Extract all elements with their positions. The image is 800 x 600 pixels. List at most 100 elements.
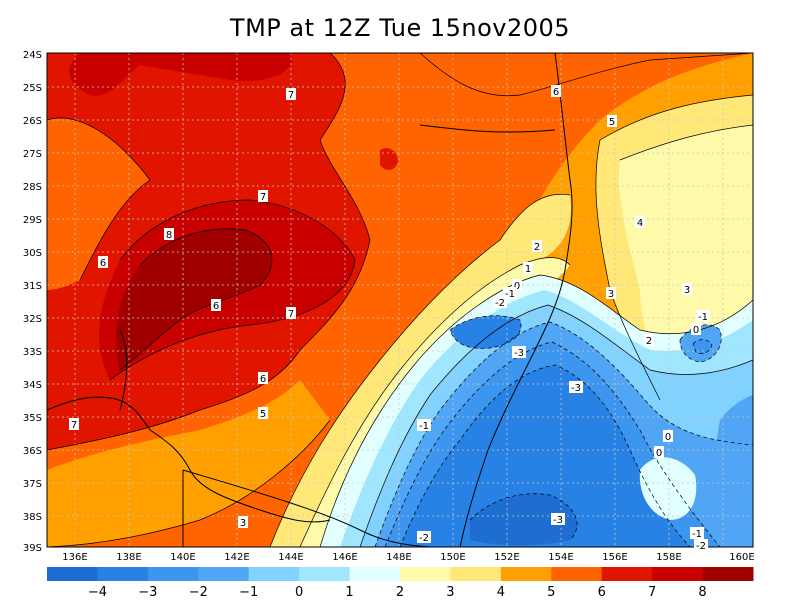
colorbar-swatch <box>400 567 451 581</box>
field-coldest <box>470 493 578 546</box>
lon-label: 156E <box>602 552 627 563</box>
lon-label: 136E <box>62 552 87 563</box>
contour-label: 6 <box>551 85 561 98</box>
contour-label-background <box>512 279 522 291</box>
lon-label: 144E <box>278 552 303 563</box>
colorbar-swatch <box>198 567 250 581</box>
colorbar-label: 3 <box>446 585 454 600</box>
contour-label: -3 <box>569 381 583 394</box>
contour-label: -1 <box>690 527 704 540</box>
contour-label-background <box>644 334 654 346</box>
contour-label: 8 <box>164 228 174 241</box>
coastline-east-australia <box>459 53 573 547</box>
contour-label-background <box>654 446 664 458</box>
contour-label-text: -3 <box>514 348 524 359</box>
contour-label: -3 <box>551 513 565 526</box>
contour-lines-negative <box>374 315 753 547</box>
lon-label: 154E <box>548 552 573 563</box>
contour-label: 0 <box>654 446 664 459</box>
contour-label-background <box>696 310 710 322</box>
lon-label: 150E <box>440 552 465 563</box>
temperature-field <box>47 53 753 547</box>
contour-label-text: -2 <box>419 533 429 544</box>
contour-label-text: 6 <box>553 87 559 98</box>
field-neutral-patch-southeast <box>639 457 697 520</box>
contour-label-text: 0 <box>693 325 699 336</box>
state-border-qld-nsw <box>419 124 556 133</box>
contour-label-text: 3 <box>240 518 246 529</box>
longitude-axis: 136E 138E 140E 142E 144E 146E 148E 150E … <box>62 552 754 563</box>
contour-label-text: -1 <box>419 421 429 432</box>
contour-label: 6 <box>211 299 221 312</box>
colorbar-label: 2 <box>396 585 404 600</box>
colorbar-label: 7 <box>648 585 656 600</box>
colorbar-swatch <box>551 567 603 581</box>
colorbar-label: 1 <box>345 585 353 600</box>
lat-label: 30S <box>23 248 42 259</box>
contour-label-background <box>258 372 268 384</box>
field-colder <box>400 365 690 547</box>
contour-label-background <box>690 527 704 539</box>
coastline <box>47 53 573 547</box>
contour-label-background <box>238 516 248 528</box>
contour-label-text: -1 <box>698 312 708 323</box>
field-cold-core-east <box>693 339 712 354</box>
contour-label-background <box>523 262 533 274</box>
latitude-axis: 24S 25S 26S 27S 28S 29S 30S 31S 32S 33S … <box>23 50 42 554</box>
lat-label: 29S <box>23 215 42 226</box>
contour-label-background <box>211 299 221 311</box>
colorbar-swatch <box>450 567 502 581</box>
contour-label: 6 <box>98 256 108 269</box>
contour-label: 7 <box>258 190 268 203</box>
contour-label-text: -1 <box>505 289 515 300</box>
lat-label: 27S <box>23 149 42 160</box>
contour-label-text: -2 <box>495 298 505 309</box>
colorbar-swatch <box>500 567 552 581</box>
contour-label: -1 <box>417 419 431 432</box>
contour-label-text: 6 <box>213 301 219 312</box>
coastline-spencer-gulf <box>119 329 128 411</box>
contour-label-background <box>164 228 174 240</box>
colorbar-swatch <box>349 567 401 581</box>
field-deepest-red <box>116 228 272 370</box>
contour-label-text: 5 <box>609 117 615 128</box>
contour-label-background <box>98 256 108 268</box>
contour-label-background <box>551 513 565 525</box>
colorbar-swatch <box>702 567 754 581</box>
contour-label-background <box>682 283 692 295</box>
colorbar-label: 4 <box>497 585 505 600</box>
contour-label-background <box>286 88 296 100</box>
contour-label-text: 0 <box>665 432 671 443</box>
colorbar-swatch <box>601 567 653 581</box>
lat-label: 32S <box>23 314 42 325</box>
contour-label-background <box>493 296 507 308</box>
colorbar-label: 6 <box>598 585 606 600</box>
contour-label-background <box>417 419 431 431</box>
colorbar-swatch <box>97 567 149 581</box>
field-dark-orange-west-patch <box>47 118 150 290</box>
contour-label: 4 <box>635 216 645 229</box>
lat-label: 33S <box>23 347 42 358</box>
contour-label-background <box>635 216 645 228</box>
lon-label: 140E <box>170 552 195 563</box>
lat-label: 39S <box>23 543 42 554</box>
contour-label-text: -2 <box>696 541 706 552</box>
contour-label-text: 6 <box>100 258 106 269</box>
contour-label-text: 7 <box>260 192 266 203</box>
lon-label: 158E <box>656 552 681 563</box>
contour-label: 5 <box>258 407 268 420</box>
lat-label: 26S <box>23 116 42 127</box>
contour-label: -2 <box>493 296 507 309</box>
graticule <box>47 53 753 547</box>
state-border-nsw-vic <box>182 469 431 547</box>
colorbar-label: 5 <box>547 585 555 600</box>
lat-label: 34S <box>23 380 42 391</box>
contour-label-background <box>694 539 708 551</box>
contour-label: 2 <box>644 334 654 347</box>
contour-label: 0 <box>663 430 673 443</box>
contour-label: 3 <box>606 287 616 300</box>
colorbar-label: 8 <box>698 585 706 600</box>
lat-label: 24S <box>23 50 42 61</box>
